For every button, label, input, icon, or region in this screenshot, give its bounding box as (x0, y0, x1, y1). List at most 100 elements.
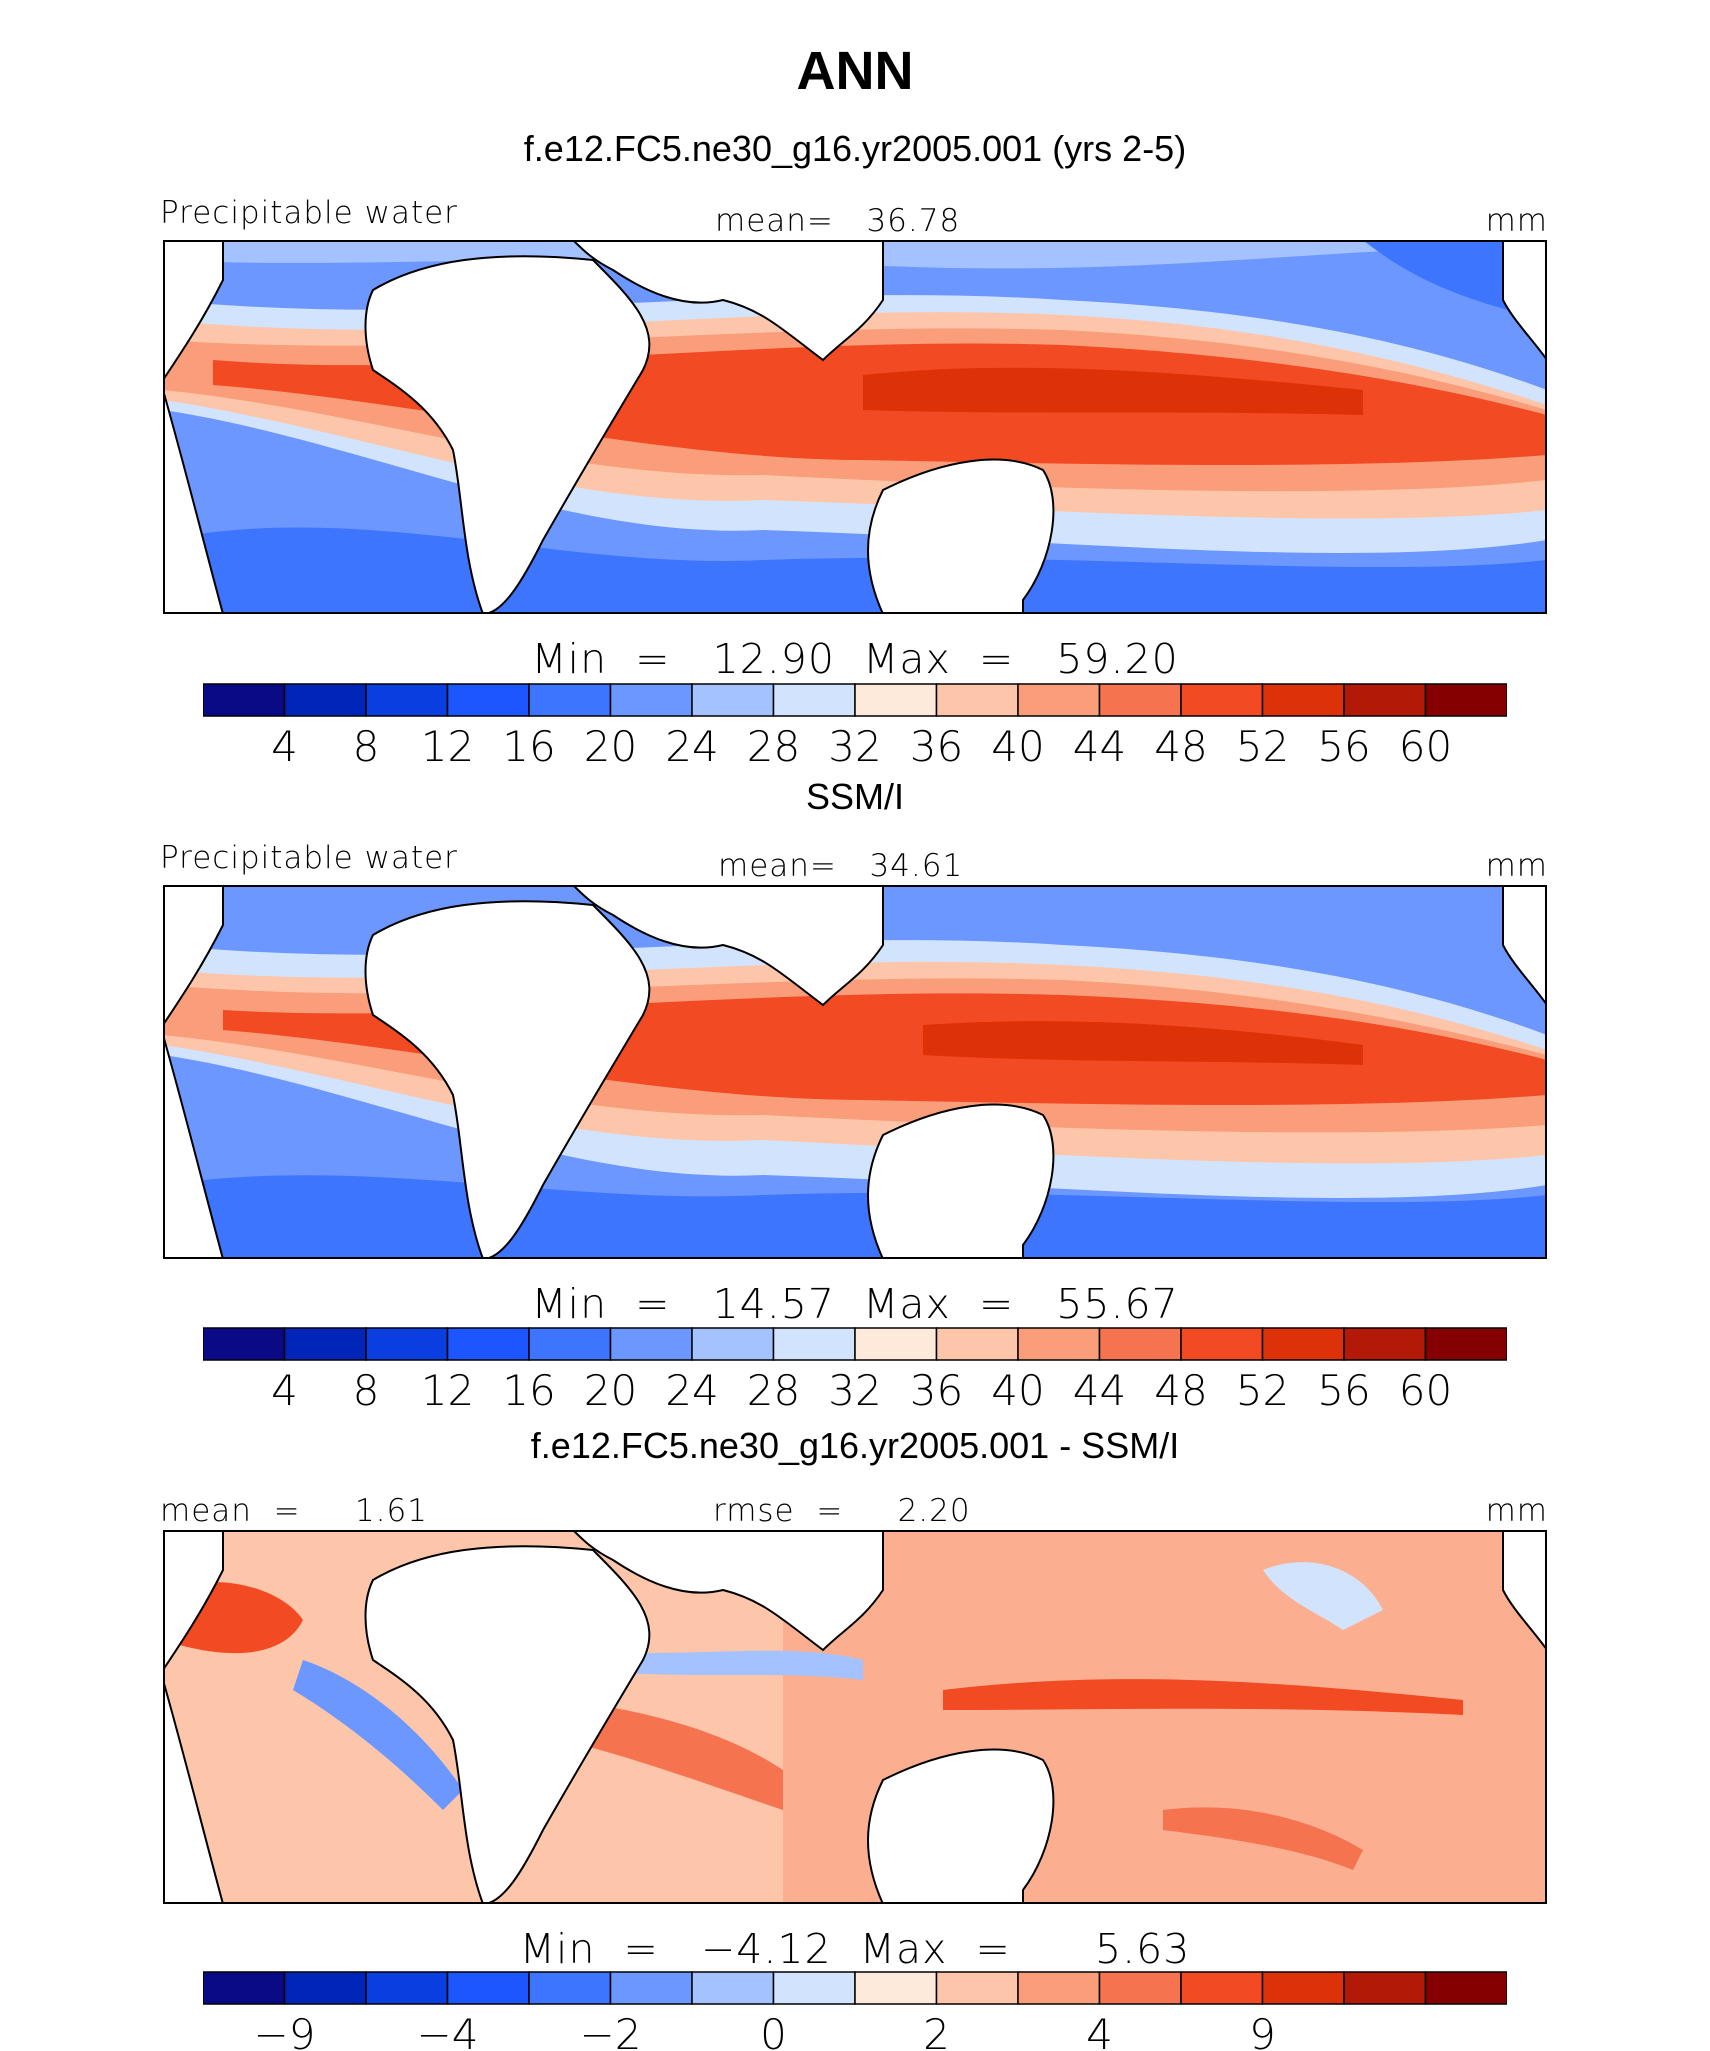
colorbar-cell (365, 1327, 449, 1361)
colorbar-cell (935, 683, 1019, 717)
colorbar-cell (1017, 1327, 1101, 1361)
panel-1-units: mm (1485, 203, 1548, 239)
colorbar-cell (1424, 683, 1507, 717)
panel-1-mean: mean= 36.78 (715, 203, 961, 239)
panel-1-colorbar: 4 8 12 16 20 24 28 32 36 40 44 48 52 56 60 (203, 683, 1507, 771)
panel-3-minmax: Min = −4.12 Max = 5.63 (519, 1925, 1191, 1973)
colorbar-tick-label: 56 (1317, 1366, 1370, 1415)
colorbar-cell (1098, 683, 1182, 717)
colorbar-cell (772, 1327, 856, 1361)
panel-2-colorbar-ticks: 4 8 12 16 20 24 28 32 36 40 44 48 52 56 60 (271, 1366, 1452, 1415)
panel-3-mean: mean = 1.61 (160, 1493, 428, 1529)
colorbar-tick-label: 40 (991, 722, 1044, 771)
panel-2-units: mm (1485, 848, 1548, 884)
colorbar-cell (1261, 683, 1345, 717)
panel-1-frame (163, 240, 1547, 614)
colorbar-tick-label: 24 (665, 1366, 718, 1415)
panel-2-variable: Precipitable water (160, 840, 458, 876)
colorbar-cell (1098, 1327, 1182, 1361)
colorbar-cell (203, 1327, 286, 1361)
colorbar-cell (935, 1971, 1019, 2005)
colorbar-cell (528, 1971, 612, 2005)
colorbar-tick-label: 16 (502, 722, 555, 771)
colorbar-tick-label: 20 (584, 1366, 637, 1415)
colorbar-tick-label: 8 (353, 722, 380, 771)
colorbar-cell (446, 1327, 530, 1361)
asia-outline (571, 240, 884, 362)
panel-3-continents (163, 1530, 1547, 1904)
colorbar-tick-label: 12 (421, 722, 474, 771)
colorbar-tick-label: 8 (353, 1366, 380, 1415)
panel-3-frame (163, 1530, 1547, 1904)
colorbar-cell (283, 1971, 367, 2005)
colorbar-tick-label: 32 (828, 1366, 881, 1415)
figure-title: ANN (796, 41, 914, 101)
panel-2-colorbar-cells (203, 1327, 1507, 1361)
panel-1-minmax: Min = 12.90 Max = 59.20 (531, 635, 1179, 683)
colorbar-tick-label: −9 (254, 2010, 316, 2051)
colorbar-tick-label: 2 (923, 2010, 950, 2051)
colorbar-cell (1017, 1971, 1101, 2005)
colorbar-cell (772, 683, 856, 717)
colorbar-tick-label: 24 (665, 722, 718, 771)
colorbar-cell (691, 1327, 775, 1361)
colorbar-cell (854, 1327, 938, 1361)
colorbar-cell (203, 1971, 286, 2005)
colorbar-cell (854, 683, 938, 717)
panel-2-map (163, 885, 1547, 1259)
colorbar-tick-label: 48 (1154, 1366, 1207, 1415)
colorbar-tick-label: −2 (580, 2010, 642, 2051)
colorbar-tick-label: 4 (271, 722, 298, 771)
colorbar-tick-label: 56 (1317, 722, 1370, 771)
colorbar-tick-label: 60 (1399, 722, 1452, 771)
colorbar-cell (609, 1971, 693, 2005)
panel-3-colorbar: −9 −4 −2 0 2 4 9 (203, 1971, 1507, 2051)
australia-outline (867, 458, 1055, 614)
panel-3-units: mm (1485, 1493, 1548, 1529)
colorbar-cell (1343, 1327, 1427, 1361)
colorbar-tick-label: −4 (417, 2010, 479, 2051)
colorbar-tick-label: 40 (991, 1366, 1044, 1415)
colorbar-tick-label: 60 (1399, 1366, 1452, 1415)
colorbar-cell (772, 1971, 856, 2005)
colorbar-cell (609, 1327, 693, 1361)
panel-3-title: f.e12.FC5.ne30_g16.yr2005.001 - SSM/I (530, 1425, 1180, 1466)
colorbar-tick-label: 0 (760, 2010, 787, 2051)
colorbar-tick-label: 52 (1236, 1366, 1289, 1415)
colorbar-cell (283, 683, 367, 717)
colorbar-tick-label: 36 (910, 722, 963, 771)
colorbar-cell (1424, 1327, 1507, 1361)
panel-2-continents (163, 885, 1547, 1259)
colorbar-cell (528, 683, 612, 717)
colorbar-tick-label: 20 (584, 722, 637, 771)
colorbar-cell (365, 1971, 449, 2005)
colorbar-tick-label: 28 (747, 722, 800, 771)
panel-1-title: f.e12.FC5.ne30_g16.yr2005.001 (yrs 2-5) (523, 128, 1187, 169)
colorbar-cell (365, 683, 449, 717)
colorbar-cell (1343, 1971, 1427, 2005)
colorbar-tick-label: 16 (502, 1366, 555, 1415)
colorbar-tick-label: 28 (747, 1366, 800, 1415)
panel-3-colorbar-ticks: −9 −4 −2 0 2 4 9 (254, 2010, 1276, 2051)
panel-3-rmse: rmse = 2.20 (713, 1493, 971, 1529)
colorbar-cell (1180, 1327, 1264, 1361)
colorbar-cell (283, 1327, 367, 1361)
colorbar-cell (203, 683, 286, 717)
panel-2-title: SSM/I (805, 776, 904, 817)
colorbar-tick-label: 52 (1236, 722, 1289, 771)
panel-1-continents (163, 240, 1547, 614)
panel-2-frame (163, 885, 1547, 1259)
colorbar-tick-label: 44 (1073, 1366, 1126, 1415)
colorbar-tick-label: 12 (421, 1366, 474, 1415)
colorbar-cell (1424, 1971, 1507, 2005)
panel-1-map (163, 240, 1547, 614)
africa-outline (364, 255, 651, 614)
colorbar-cell (609, 683, 693, 717)
colorbar-cell (528, 1327, 612, 1361)
colorbar-tick-label: 36 (910, 1366, 963, 1415)
colorbar-cell (1261, 1327, 1345, 1361)
colorbar-tick-label: 4 (271, 1366, 298, 1415)
colorbar-cell (446, 683, 530, 717)
panel-1-colorbar-cells (203, 683, 1507, 717)
panel-1-colorbar-ticks: 4 8 12 16 20 24 28 32 36 40 44 48 52 56 60 (271, 722, 1452, 771)
